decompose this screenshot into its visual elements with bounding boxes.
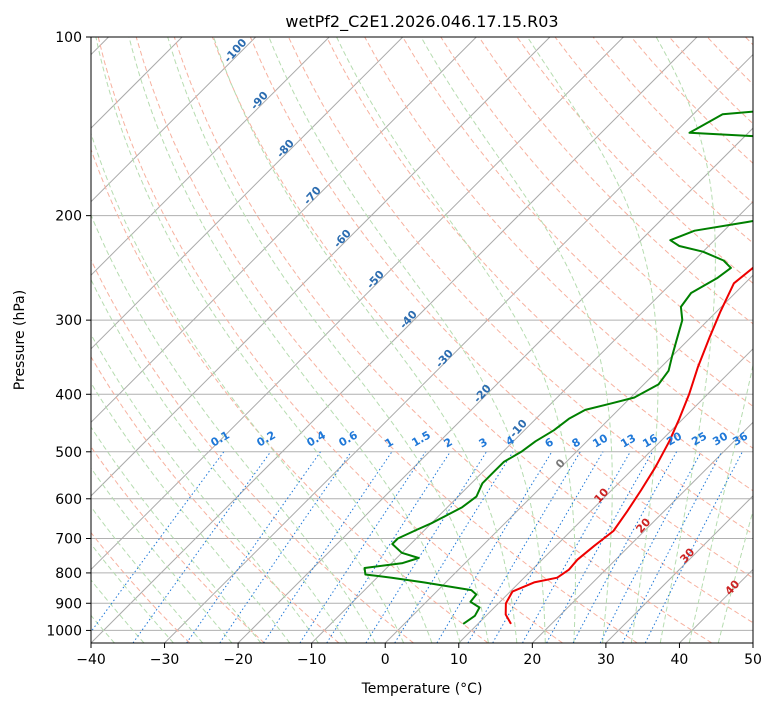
dry-adiabat-line <box>91 355 340 643</box>
y-tick-label: 900 <box>55 596 82 612</box>
y-tick-label: 600 <box>55 492 82 508</box>
dry-adiabat-line <box>402 37 753 407</box>
moist-adiabat-line <box>688 362 753 643</box>
moist-adiabat-line <box>717 509 753 643</box>
mixing-ratio-line <box>572 451 678 643</box>
dry-adiabat-line <box>173 37 713 643</box>
mixing-ratio-line <box>436 451 553 643</box>
x-tick-label: 30 <box>597 652 615 668</box>
moist-adiabat-line <box>91 213 376 643</box>
x-axis-ticks: −40 −30 −20 −10 0 10 20 30 40 50 <box>76 643 762 668</box>
mixing-ratio-line <box>219 451 352 643</box>
dry-adiabat-line <box>91 445 265 643</box>
mixing-ratio-line <box>132 451 272 643</box>
mixing-ratio-line <box>599 451 702 643</box>
isotherm-line <box>91 37 404 350</box>
profile-lines <box>363 110 753 625</box>
y-tick-label: 200 <box>55 209 82 225</box>
isotherm-line <box>531 421 753 643</box>
dry-adiabat-line <box>91 148 489 643</box>
x-tick-label: −10 <box>297 652 327 668</box>
x-tick-label: 10 <box>450 652 468 668</box>
dewpoint-profile-line <box>363 110 753 625</box>
mixing-ratio-line <box>263 451 393 643</box>
dry-adiabat-line <box>211 37 753 624</box>
y-tick-label: 400 <box>55 387 82 403</box>
dry-adiabat-line <box>440 37 753 366</box>
temperature-profile-line <box>504 266 753 625</box>
dry-adiabat-line <box>97 37 563 643</box>
y-tick-label: 800 <box>55 566 82 582</box>
mixing-ratio-line <box>91 451 225 633</box>
moist-adiabat-line <box>91 278 348 643</box>
x-tick-label: −40 <box>76 652 106 668</box>
y-axis-ticks: 100 200 300 400 500 600 700 800 900 1000 <box>46 30 91 639</box>
dry-adiabat-line <box>516 37 753 284</box>
isotherm-line <box>91 37 624 571</box>
mixing-ratio-line <box>299 451 426 643</box>
x-tick-label: 0 <box>381 652 390 668</box>
y-tick-label: 700 <box>55 532 82 548</box>
y-tick-label: 500 <box>55 445 82 461</box>
isotherm-line <box>237 127 753 643</box>
y-tick-label: 1000 <box>46 623 82 639</box>
moist-adiabat-line <box>128 37 461 643</box>
isotherm-line <box>91 37 551 497</box>
isotherm-line <box>91 37 477 424</box>
mixing-ratio-line <box>522 451 631 643</box>
moist-adiabat-line <box>91 467 233 643</box>
x-tick-label: 20 <box>523 652 541 668</box>
moist-adiabat-line <box>526 37 659 643</box>
moist-adiabat-line <box>91 132 405 643</box>
plot-frame <box>90 36 754 644</box>
x-axis-label: Temperature (°C) <box>361 681 483 697</box>
x-tick-label: −30 <box>150 652 180 668</box>
chart-title: wetPf2_C2E1.2026.046.17.15.R03 <box>285 12 558 32</box>
isotherm-line <box>458 348 753 643</box>
moist-adiabat-line <box>91 382 291 643</box>
isotherm-line <box>91 37 257 203</box>
moist-adiabat-line <box>91 333 319 643</box>
moist-adiabat-line <box>420 37 613 643</box>
moist-adiabat-line <box>336 37 576 643</box>
background-lines <box>91 37 753 643</box>
mixing-ratio-line <box>326 451 451 643</box>
y-tick-label: 300 <box>55 313 82 329</box>
x-tick-label: −20 <box>223 652 253 668</box>
isotherm-line <box>164 53 753 643</box>
isotherm-line <box>605 495 753 643</box>
moist-adiabat-line <box>167 37 489 643</box>
dry-adiabat-line <box>91 258 414 643</box>
moist-adiabat-line <box>655 37 716 643</box>
dry-adiabat-line <box>91 531 191 643</box>
moist-adiabat-line <box>268 37 546 643</box>
dry-adiabat-line <box>249 37 753 579</box>
y-tick-label: 100 <box>55 30 82 46</box>
x-tick-label: 40 <box>671 652 689 668</box>
isotherm-line <box>91 37 698 643</box>
isotherm-line <box>384 274 753 643</box>
mixing-ratio-line <box>186 451 321 643</box>
moist-adiabat-line <box>91 426 262 643</box>
y-axis-label: Pressure (hPa) <box>12 290 28 390</box>
mixing-ratio-line <box>546 451 653 643</box>
mixing-ratio-line <box>365 451 487 643</box>
moist-adiabat-line <box>213 37 518 643</box>
x-tick-label: 50 <box>744 652 762 668</box>
dry-adiabat-line <box>326 37 753 492</box>
dry-adiabat-line <box>135 37 638 643</box>
isotherm-line <box>91 37 330 276</box>
moist-adiabat-line <box>95 37 433 643</box>
